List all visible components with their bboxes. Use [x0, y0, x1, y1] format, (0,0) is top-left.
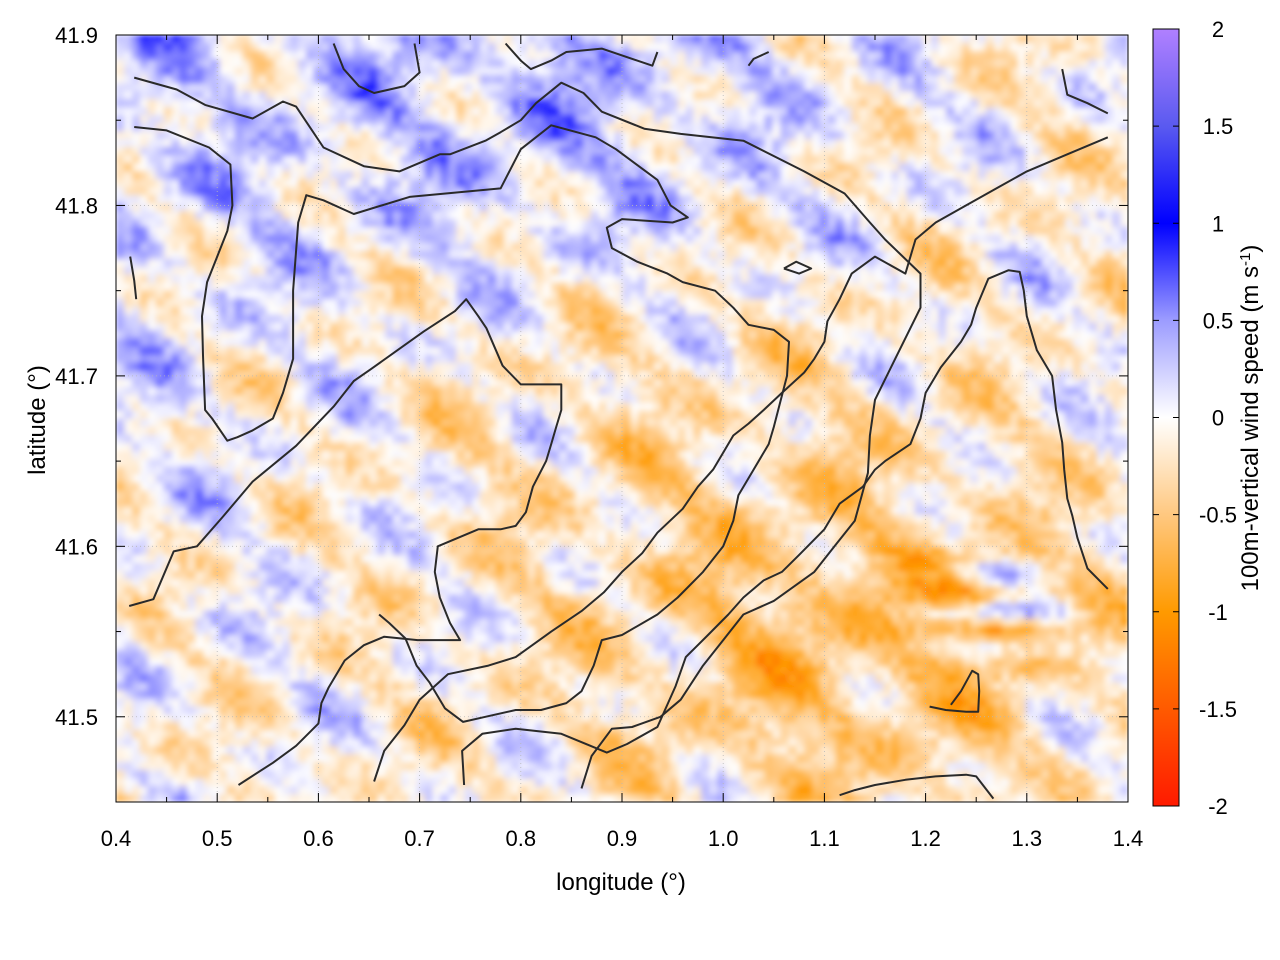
y-axis-title: latitude (°): [24, 365, 51, 475]
contour-line: [783, 260, 813, 275]
contour-line: [1061, 68, 1109, 115]
x-axis-ticks: 0.4 0.5 0.6 0.7 0.8 0.9 1.0 1.1 1.2 1.3 1.4: [101, 35, 1144, 851]
contour-line: [461, 269, 1109, 786]
colorbar-title-end: ): [1237, 245, 1264, 253]
contour-line: [133, 76, 922, 789]
contour-line: [839, 773, 995, 800]
x-tick-label: 1.3: [1012, 826, 1043, 851]
wind-field-layer: [116, 35, 1128, 802]
y-tick-label: 41.7: [55, 364, 98, 389]
contour-line: [747, 51, 770, 67]
colorbar-tick-label: 0.5: [1203, 308, 1234, 333]
contour-line: [929, 669, 981, 713]
contour-line: [504, 42, 659, 71]
x-tick-label: 1.1: [809, 826, 840, 851]
colorbar-tick-label: 1: [1212, 211, 1224, 236]
x-axis-title: longitude (°): [556, 869, 686, 896]
y-tick-label: 41.6: [55, 534, 98, 559]
colorbar-tick-label: 2: [1212, 17, 1224, 42]
colorbar-tick-label: 1.5: [1203, 114, 1234, 139]
contour-line: [128, 298, 563, 786]
contour-line: [373, 136, 1109, 782]
x-tick-label: 1.0: [708, 826, 739, 851]
x-tick-label: 1.2: [910, 826, 941, 851]
colorbar-tick-label: -2: [1208, 794, 1228, 819]
x-tick-label: 0.7: [404, 826, 435, 851]
x-tick-label: 1.4: [1113, 826, 1144, 851]
colorbar-tick-label: -1: [1208, 600, 1228, 625]
colorbar-title-superscript: -1: [1237, 253, 1254, 266]
x-tick-label: 0.5: [202, 826, 233, 851]
contour-line: [134, 124, 790, 723]
x-tick-label: 0.4: [101, 826, 132, 851]
contour-line: [129, 256, 138, 300]
y-tick-label: 41.9: [55, 23, 98, 48]
colorbar-tick-label: -0.5: [1199, 503, 1237, 528]
x-tick-label: 0.9: [607, 826, 638, 851]
x-tick-label: 0.6: [303, 826, 334, 851]
wind-field-image: [116, 35, 1128, 802]
terrain-contour-lines: [128, 42, 1109, 800]
colorbar-title: 100m-vertical wind speed (m s-1): [1237, 245, 1265, 592]
contour-line: [332, 43, 421, 94]
y-tick-label: 41.8: [55, 193, 98, 218]
x-tick-label: 0.8: [506, 826, 537, 851]
colorbar-tick-label: -1.5: [1199, 697, 1237, 722]
colorbar-title-main: 100m-vertical wind speed (m s: [1237, 266, 1264, 591]
colorbar-ticks: 2 1.5 1 0.5 0 -0.5 -1 -1.5 -2: [1153, 17, 1237, 819]
colorbar-tick-label: 0: [1212, 406, 1224, 431]
y-axis-ticks: 41.5 41.6 41.7 41.8 41.9: [55, 23, 1128, 803]
y-tick-label: 41.5: [55, 705, 98, 730]
